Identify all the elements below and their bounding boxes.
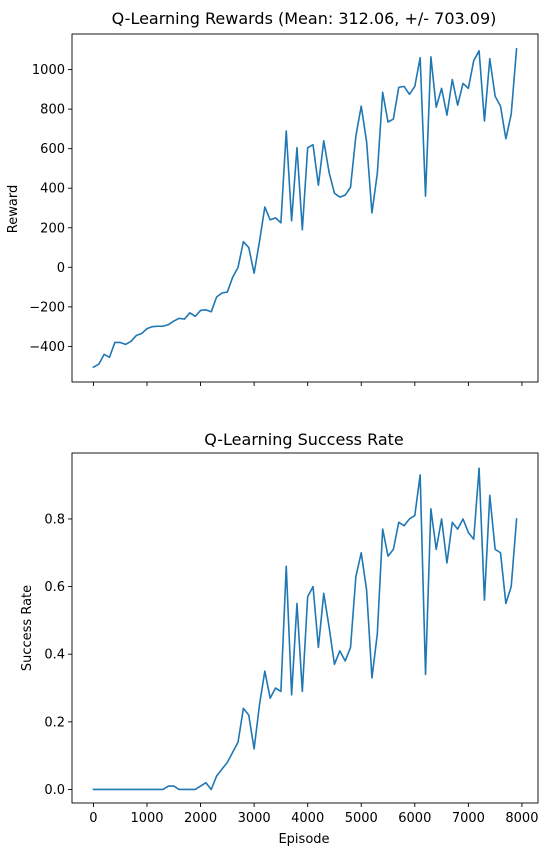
success-rate-y-tick-label: 0.4 bbox=[44, 648, 65, 663]
success-rate-axes-frame bbox=[71, 452, 539, 804]
success-rate-x-tick-label: 1000 bbox=[130, 811, 163, 826]
rewards-plot-area: −400 −200 0 200 400 600 800 1000 bbox=[29, 33, 539, 386]
rewards-y-tick-label: 1000 bbox=[32, 63, 65, 78]
success-rate-x-tick-label: 2000 bbox=[184, 811, 217, 826]
rewards-y-tick-label: 200 bbox=[40, 221, 65, 236]
rewards-axes-frame bbox=[71, 33, 539, 383]
success-rate-y-axis-label: Success Rate bbox=[20, 585, 35, 671]
success-rate-x-tick-label: 4000 bbox=[291, 811, 324, 826]
rewards-chart-title: Q-Learning Rewards (Mean: 312.06, +/- 70… bbox=[112, 9, 497, 28]
success-rate-x-tick-label: 8000 bbox=[505, 811, 538, 826]
success-rate-chart-title: Q-Learning Success Rate bbox=[204, 430, 404, 449]
rewards-series-line bbox=[92, 47, 518, 369]
episode-x-axis-label: Episode bbox=[278, 832, 329, 846]
success-rate-x-tick-label: 7000 bbox=[452, 811, 485, 826]
success-rate-x-tick-label: 6000 bbox=[398, 811, 431, 826]
success-rate-x-tick-label: 3000 bbox=[238, 811, 271, 826]
rewards-y-tick-label: −400 bbox=[29, 340, 65, 355]
success-rate-y-tick-label: 0.6 bbox=[44, 580, 65, 595]
success-rate-plot-area: 0 1000 2000 3000 4000 5000 6000 7000 8000 0.0 0.2 0… bbox=[44, 452, 539, 826]
success-rate-series-line bbox=[92, 467, 518, 791]
rewards-y-tick-label: 600 bbox=[40, 142, 65, 157]
success-rate-x-tick-label: 0 bbox=[89, 811, 97, 826]
rewards-y-axis-label: Reward bbox=[6, 185, 21, 233]
success-rate-y-tick-label: 0.0 bbox=[44, 783, 65, 798]
success-rate-chart: Q-Learning Success Rate Success Rate Epi… bbox=[20, 430, 538, 846]
success-rate-y-tick-label: 0.2 bbox=[44, 715, 65, 730]
rewards-y-tick-label: 800 bbox=[40, 103, 65, 118]
rewards-chart: Q-Learning Rewards (Mean: 312.06, +/- 70… bbox=[6, 9, 539, 386]
success-rate-y-tick-label: 0.8 bbox=[44, 512, 65, 527]
rewards-y-tick-label: 400 bbox=[40, 182, 65, 197]
rewards-y-tick-label: 0 bbox=[57, 261, 65, 276]
rewards-y-tick-label: −200 bbox=[29, 300, 65, 315]
success-rate-x-tick-label: 5000 bbox=[345, 811, 378, 826]
